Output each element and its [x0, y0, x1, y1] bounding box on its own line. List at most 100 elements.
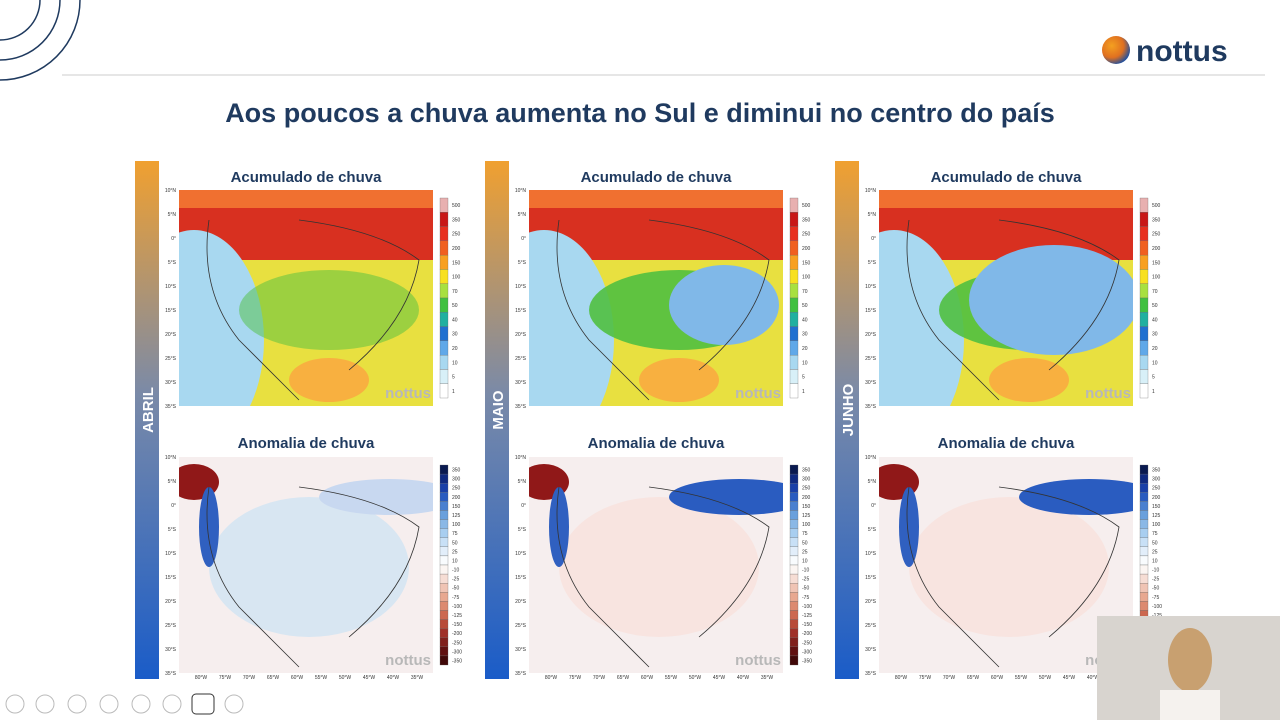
colorbar-label: 200	[802, 495, 811, 501]
lat-label: 0°	[521, 236, 526, 242]
lat-label: 25°S	[515, 356, 527, 362]
colorbar-label: 500	[1152, 203, 1161, 209]
colorbar-cell	[789, 326, 799, 342]
lat-label: 15°S	[165, 308, 177, 314]
colorbar-label: 125	[452, 513, 461, 519]
colorbar-label: -50	[452, 586, 459, 592]
map	[879, 190, 1133, 406]
colorbar-label: -50	[1152, 586, 1159, 592]
colorbar-cell	[789, 583, 799, 593]
colorbar-cell	[789, 555, 799, 566]
colorbar-cell	[1139, 464, 1149, 475]
colorbar-cell	[1139, 312, 1149, 327]
colorbar-cell	[789, 340, 799, 356]
lat-label: 0°	[171, 236, 176, 242]
map-coast	[556, 486, 770, 668]
map-watermark: nottus	[385, 385, 431, 402]
colorbar-cell	[789, 483, 799, 493]
lon-label: 75°W	[219, 675, 232, 681]
lat-label: 35°S	[515, 404, 527, 410]
lat-label: 20°S	[515, 332, 527, 338]
colorbar-label: 350	[1152, 468, 1161, 474]
lat-label: 15°S	[165, 575, 177, 581]
colorbar-cell	[1139, 592, 1149, 602]
colorbar-label: 100	[1152, 522, 1161, 528]
colorbar-label: 75	[1152, 531, 1158, 537]
colorbar-cell	[439, 519, 449, 529]
colorbar-cell	[789, 610, 799, 620]
lon-label: 65°W	[267, 675, 280, 681]
lat-label: 30°S	[865, 647, 877, 653]
colorbar-cell	[439, 501, 449, 511]
colorbar-label: 50	[802, 303, 808, 309]
lon-label: 60°W	[991, 675, 1004, 681]
lon-label: 80°W	[545, 675, 558, 681]
colorbar-label: -25	[452, 577, 459, 583]
colorbar-cell	[439, 326, 449, 342]
colorbar-label: 150	[452, 260, 461, 266]
map-south	[989, 358, 1069, 402]
colorbar-cell	[789, 312, 799, 327]
colorbar-label: 30	[802, 332, 808, 338]
colorbar-label: 50	[452, 540, 458, 546]
colorbar-cell	[789, 492, 799, 502]
colorbar-label: 350	[802, 217, 811, 223]
map	[529, 190, 783, 406]
toolbar[interactable]	[5, 693, 244, 715]
month-label: JUNHO	[840, 383, 857, 436]
colorbar-cell	[439, 226, 449, 242]
colorbar-label: 250	[452, 232, 461, 238]
lat-label: 30°S	[165, 380, 177, 386]
colorbar-cell	[439, 592, 449, 602]
lon-label: 60°W	[641, 675, 654, 681]
colorbar-cell	[439, 254, 449, 270]
colorbar-label: -125	[802, 613, 812, 619]
colorbar-label: -25	[1152, 577, 1159, 583]
lat-label: 15°S	[865, 308, 877, 314]
slide-title: Aos poucos a chuva aumenta no Sul e dimi…	[225, 98, 1055, 128]
colorbar-cell	[1139, 573, 1149, 584]
colorbar-cell	[1139, 383, 1149, 399]
colorbar-label: -250	[452, 640, 462, 646]
lat-label: 5°S	[518, 260, 527, 266]
colorbar-label: 5	[802, 375, 805, 381]
panel-title: Acumulado de chuva	[931, 169, 1083, 186]
colorbar-cell	[1139, 240, 1149, 256]
lat-label: 5°N	[168, 479, 177, 485]
colorbar-cell	[439, 610, 449, 620]
lat-label: 30°S	[515, 380, 527, 386]
lat-label: 10°S	[165, 284, 177, 290]
lon-label: 45°W	[363, 675, 376, 681]
map-ocean	[529, 230, 614, 406]
map-band	[529, 190, 783, 208]
lat-label: 10°N	[515, 455, 527, 461]
lon-label: 55°W	[315, 675, 328, 681]
corner-arcs	[0, 0, 81, 81]
colorbar-cell	[439, 212, 449, 227]
lon-label: 35°W	[761, 675, 774, 681]
map-blob	[899, 487, 919, 567]
colorbar-label: -250	[802, 640, 812, 646]
map-blob	[319, 479, 433, 515]
colorbar-label: -150	[452, 622, 462, 628]
colorbar-label: 350	[452, 468, 461, 474]
map	[529, 457, 783, 673]
colorbar-cell	[1139, 555, 1149, 566]
colorbar-label: -10	[452, 568, 459, 574]
colorbar-cell	[1139, 473, 1149, 484]
lon-label: 40°W	[387, 675, 400, 681]
month-bar	[485, 161, 509, 679]
lat-label: 0°	[871, 503, 876, 509]
lon-label: 60°W	[291, 675, 304, 681]
colorbar-cell	[789, 473, 799, 484]
colorbar-label: 70	[1152, 289, 1158, 295]
colorbar-label: 40	[802, 317, 808, 323]
colorbar-label: -200	[802, 631, 812, 637]
lat-label: 10°N	[865, 188, 877, 194]
lat-label: 10°S	[515, 284, 527, 290]
lon-label: 50°W	[689, 675, 702, 681]
month-label: ABRIL	[140, 387, 157, 433]
map-blob	[199, 487, 219, 567]
colorbar-cell	[789, 646, 799, 657]
colorbar-label: 250	[1152, 486, 1161, 492]
